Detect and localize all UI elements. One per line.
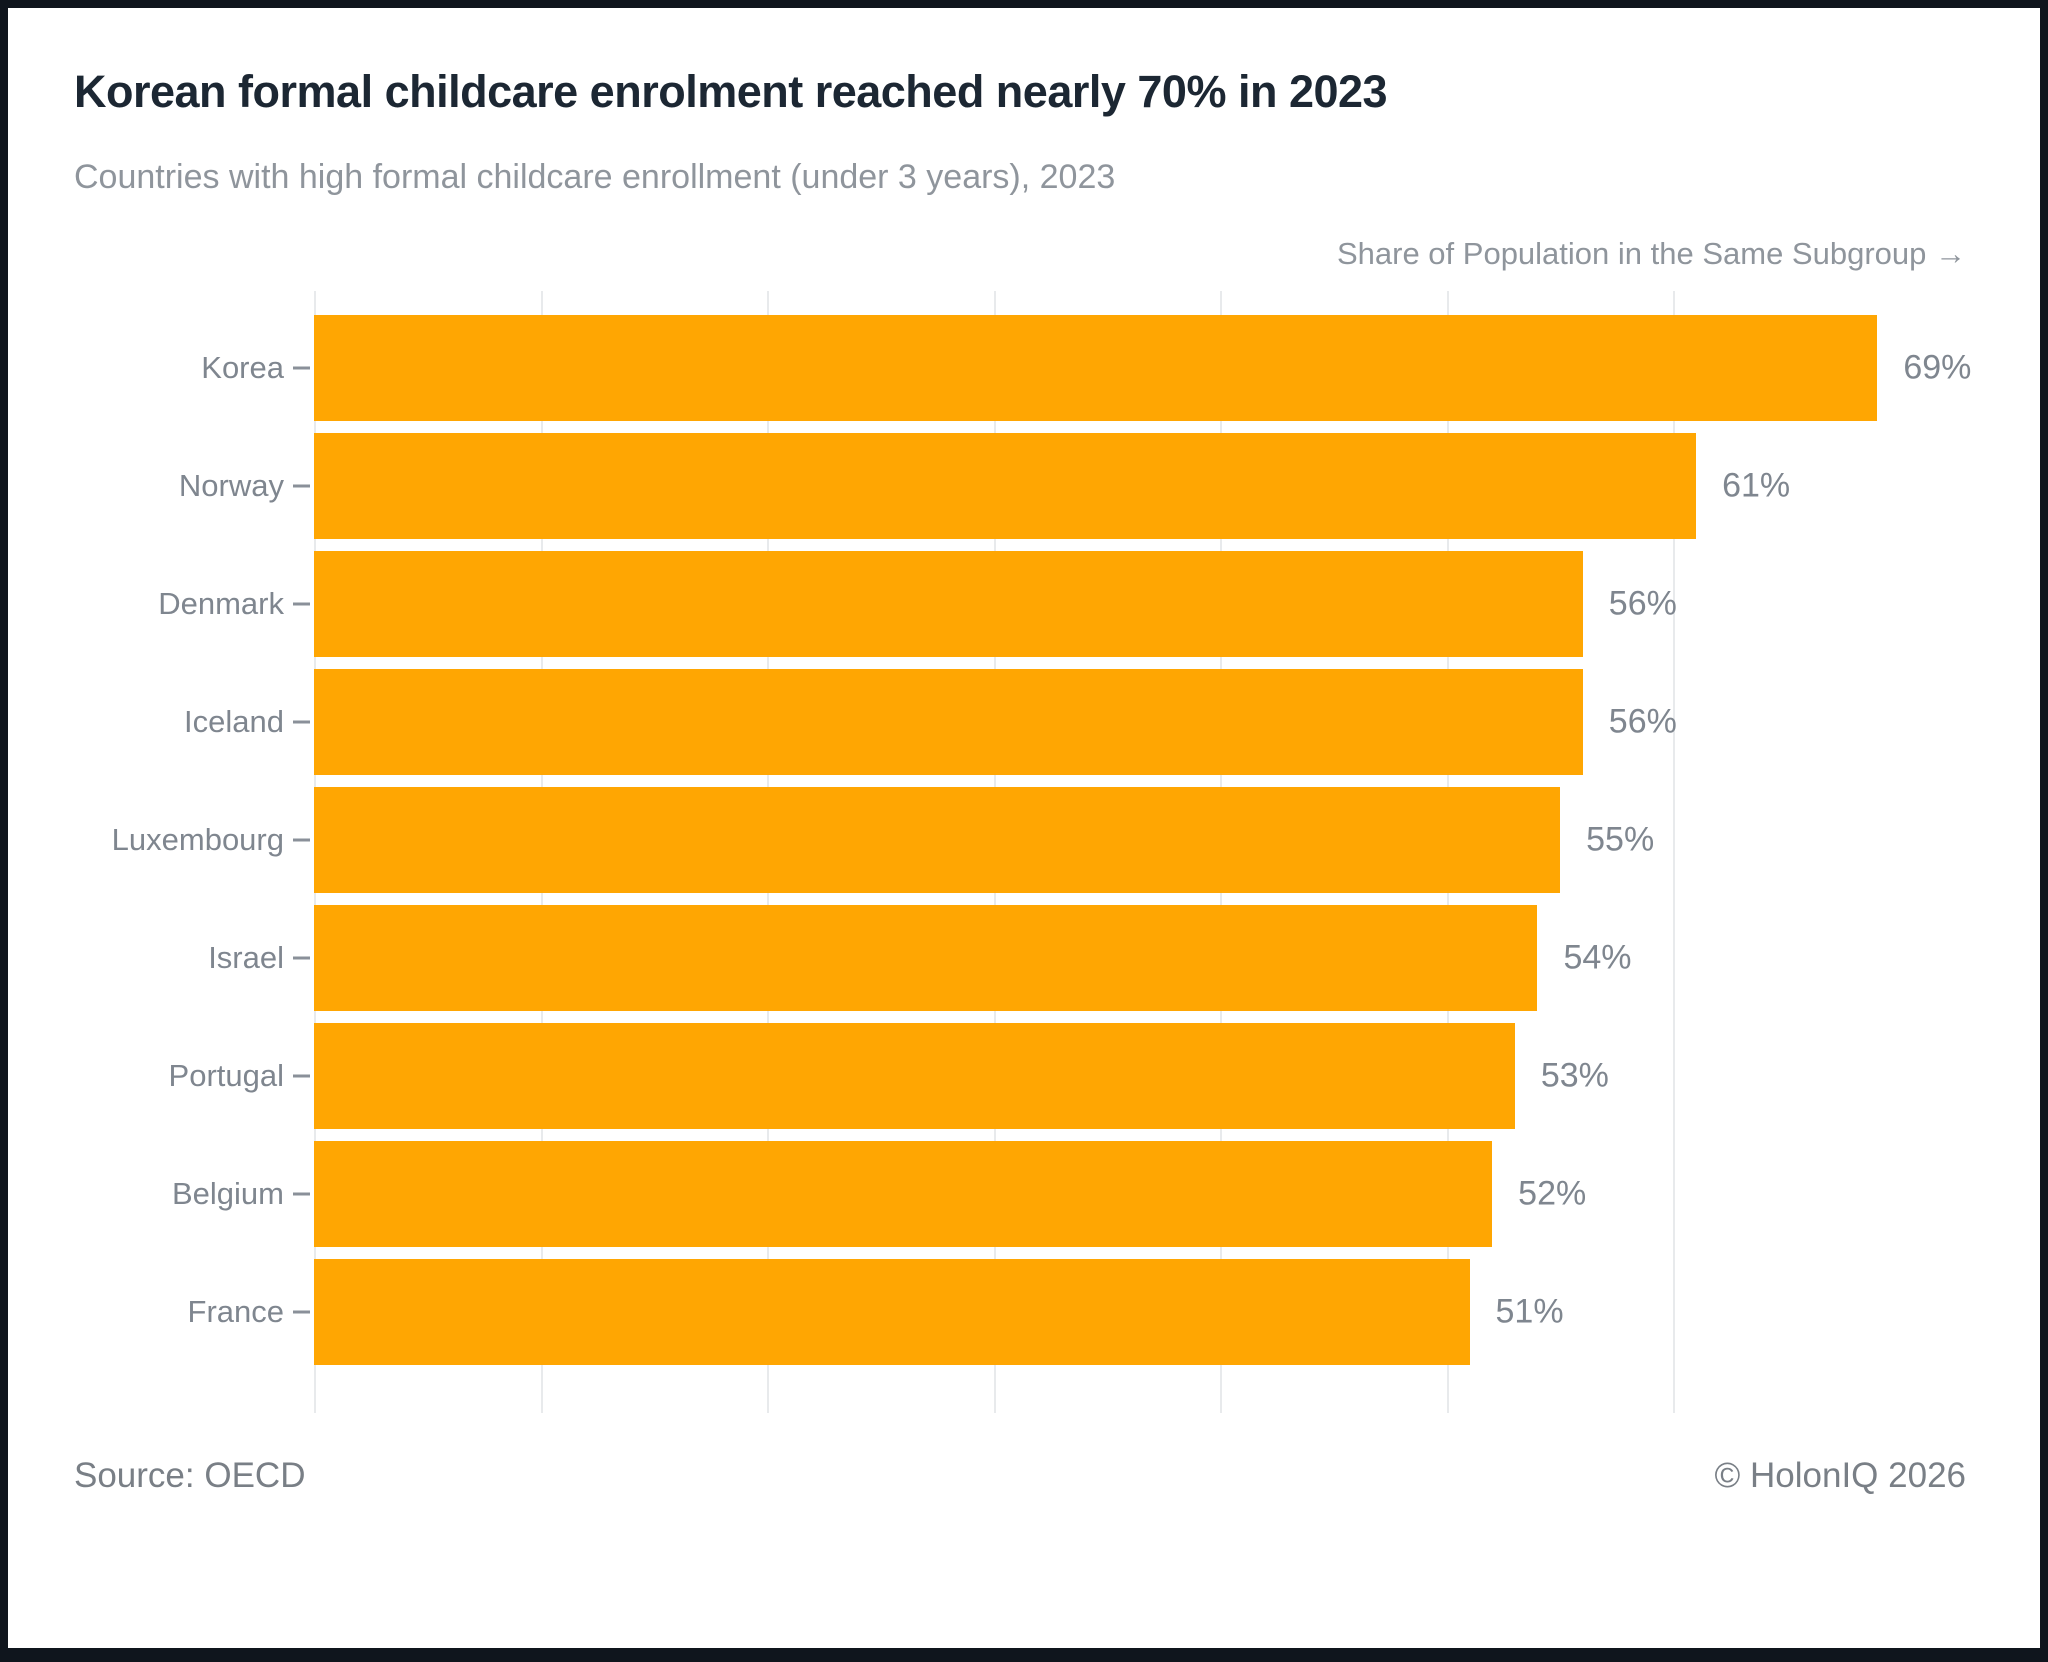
bar-norway [314,433,1697,539]
plot-area: Korea 69% Norway 61% Denmark 56% Iceland 56% Lux… [112,291,1971,1413]
y-axis-tick [293,602,310,606]
bar-row-denmark: Denmark 56% [158,551,1900,657]
source-note: Source: OECD [74,1456,306,1495]
category-label-israel: Israel [208,940,284,975]
chart-title: Korean formal childcare enrolment reache… [74,66,1388,117]
y-axis-tick [293,956,310,960]
y-axis-tick [293,1192,310,1196]
y-axis-tick [293,720,310,724]
value-label-france: 51% [1495,1292,1564,1331]
value-label-denmark: 56% [1608,584,1677,623]
category-label-korea: Korea [201,350,284,385]
bar-row-korea: Korea 69% [201,315,1971,421]
bar-portugal [314,1023,1515,1129]
x-axis-label: Share of Population in the Same Subgroup… [1336,236,1966,271]
value-label-iceland: 56% [1608,702,1677,741]
bar-row-belgium: Belgium 52% [172,1141,1900,1247]
category-label-denmark: Denmark [158,586,284,621]
value-label-korea: 69% [1903,348,1972,387]
bar-row-israel: Israel 54% [208,905,1900,1011]
category-label-france: France [187,1294,284,1329]
value-label-portugal: 53% [1540,1056,1609,1095]
bar-israel [314,905,1538,1011]
category-label-portugal: Portugal [168,1058,284,1093]
y-axis-tick [293,1074,310,1078]
chart-card: Korean formal childcare enrolment reache… [8,8,2040,1648]
bar-france [314,1259,1470,1365]
y-axis-tick [293,366,310,370]
category-label-norway: Norway [178,468,284,503]
category-label-iceland: Iceland [184,704,284,739]
bar-iceland [314,669,1583,775]
bar-row-norway: Norway 61% [179,433,1900,539]
bar-row-luxembourg: Luxembourg 55% [112,787,1900,893]
category-label-luxembourg: Luxembourg [111,822,284,857]
y-axis-tick [293,484,310,488]
value-label-belgium: 52% [1518,1174,1587,1213]
bar-denmark [314,551,1583,657]
value-label-israel: 54% [1563,938,1632,977]
chart-subtitle: Countries with high formal childcare enr… [74,158,1116,196]
bar-korea [314,315,1878,421]
credit-note: © HolonIQ 2026 [1714,1456,1967,1495]
y-axis-tick [293,1310,310,1314]
bar-belgium [314,1141,1493,1247]
bar-row-iceland: Iceland 56% [184,669,1900,775]
bar-luxembourg [314,787,1561,893]
bars-container: Korea 69% Norway 61% Denmark 56% Iceland 56% Lux… [112,315,1971,1365]
value-label-norway: 61% [1722,466,1791,505]
bar-row-portugal: Portugal 53% [169,1023,1900,1129]
category-label-belgium: Belgium [172,1176,284,1211]
bar-row-france: France 51% [188,1259,1900,1365]
gridline-60 [1673,291,1676,1413]
value-label-luxembourg: 55% [1586,820,1655,859]
y-axis-tick [293,838,310,842]
